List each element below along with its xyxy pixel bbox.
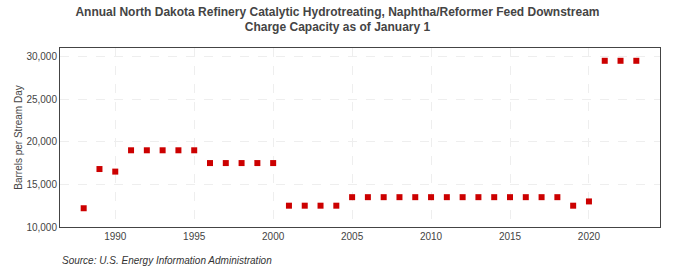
- svg-text:1990: 1990: [104, 231, 127, 242]
- svg-text:Barrels per Stream Day: Barrels per Stream Day: [13, 85, 24, 189]
- svg-text:30,000: 30,000: [26, 51, 57, 62]
- svg-text:Annual North Dakota Refinery C: Annual North Dakota Refinery Catalytic H…: [75, 5, 599, 35]
- svg-text:2005: 2005: [341, 231, 364, 242]
- svg-text:25,000: 25,000: [26, 94, 57, 105]
- svg-text:20,000: 20,000: [26, 136, 57, 147]
- svg-text:2000: 2000: [262, 231, 285, 242]
- svg-text:15,000: 15,000: [26, 179, 57, 190]
- svg-text:2015: 2015: [499, 231, 522, 242]
- svg-text:Source: U.S. Energy Informatio: Source: U.S. Energy Information Administ…: [62, 255, 272, 266]
- svg-text:2020: 2020: [578, 231, 601, 242]
- svg-text:2010: 2010: [420, 231, 443, 242]
- svg-text:10,000: 10,000: [26, 222, 57, 233]
- svg-text:1995: 1995: [183, 231, 206, 242]
